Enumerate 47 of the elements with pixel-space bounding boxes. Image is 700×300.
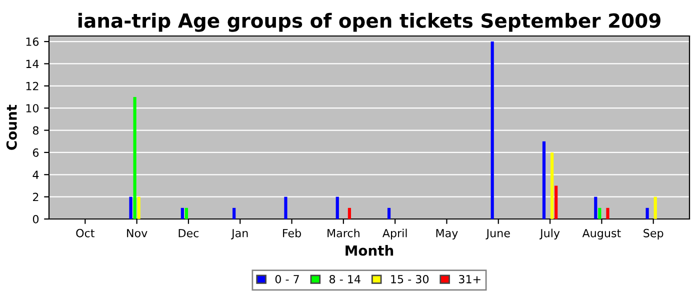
bar (180, 208, 184, 219)
bar (387, 208, 391, 219)
bar (554, 186, 558, 219)
bar (542, 141, 546, 219)
bar (646, 208, 649, 219)
bar (490, 42, 494, 219)
y-tick-label: 4 (32, 170, 39, 179)
x-tick-label: Jan (230, 229, 248, 240)
y-tick-label: 14 (26, 60, 39, 68)
x-tick-label: May (436, 229, 458, 240)
legend-label: 0 - 7 (275, 274, 299, 284)
chart-title: iana-trip Age groups of open tickets September 2009 (78, 12, 660, 32)
x-tick-label: Oct (76, 228, 94, 238)
x-tick-label: Nov (127, 229, 148, 238)
bar (550, 152, 554, 219)
x-tick-label: June (486, 229, 510, 240)
x-tick-label: Sep (644, 228, 664, 240)
bar (184, 208, 188, 219)
y-tick-label: 8 (32, 126, 39, 135)
legend-label: 31+ (459, 274, 480, 284)
y-tick-label: 0 (32, 214, 39, 224)
x-tick-label: April (382, 228, 407, 240)
bar (598, 208, 602, 219)
bar (129, 196, 132, 219)
y-tick-label: 12 (26, 82, 38, 90)
bar (606, 208, 610, 219)
x-tick-label: Feb (283, 228, 301, 238)
bar (232, 208, 236, 219)
legend-label: 15 - 30 (391, 274, 429, 284)
bar (594, 196, 598, 219)
bar (137, 196, 140, 219)
bar (133, 97, 136, 219)
legend-label: 8 - 14 (330, 274, 360, 284)
x-tick-label: July (539, 228, 560, 240)
bar (336, 196, 339, 219)
y-tick-label: 16 (26, 38, 39, 46)
bar (284, 196, 288, 219)
y-tick-label: 6 (32, 148, 39, 157)
bar (654, 196, 657, 219)
x-tick-label: March (328, 228, 360, 238)
y-tick-label: 2 (33, 192, 38, 202)
bar (348, 208, 352, 219)
x-axis-title: Month (346, 245, 394, 256)
y-axis-title: Count (6, 104, 17, 150)
y-tick-label: 10 (26, 104, 39, 112)
x-tick-label: Dec (178, 229, 199, 238)
x-tick-label: August (582, 229, 621, 240)
